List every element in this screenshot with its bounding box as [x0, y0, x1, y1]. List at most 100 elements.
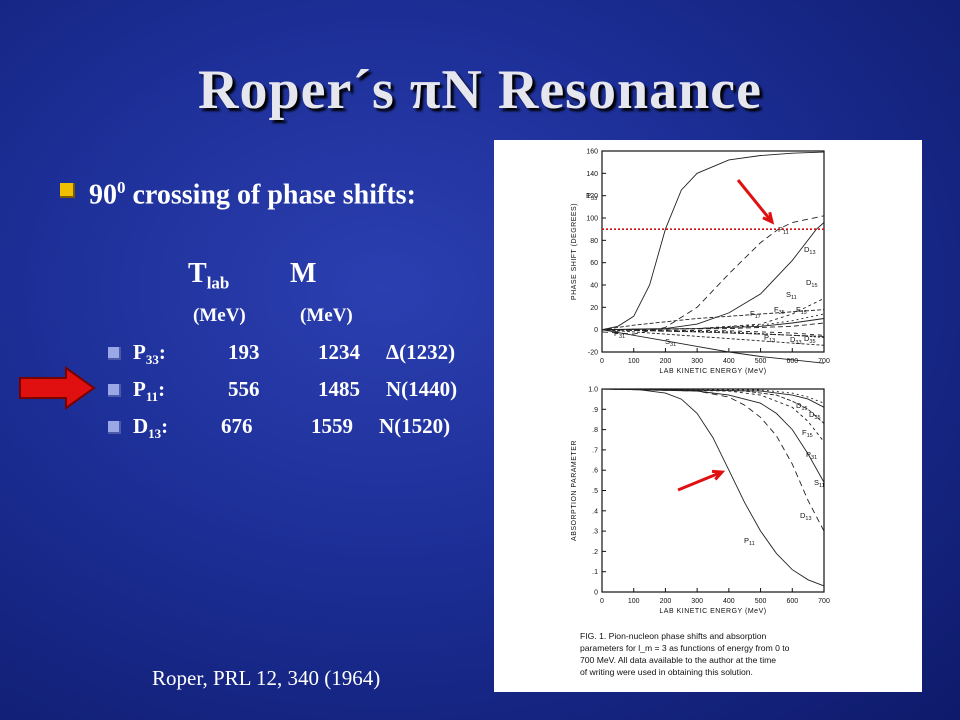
- y-tick-label: 0: [594, 327, 598, 334]
- series-line-d35: [601, 388, 825, 408]
- y-tick-label: .8: [592, 427, 598, 434]
- plot-frame: [601, 150, 825, 353]
- citation: Roper, PRL 12, 340 (1964): [152, 666, 381, 690]
- series-label-f15: F15: [802, 428, 813, 439]
- series-line-f15: [601, 313, 825, 331]
- series-label-p11: P11: [778, 225, 789, 236]
- x-tick-label: 500: [755, 358, 767, 365]
- x-tick-label: 300: [691, 598, 703, 605]
- series-line-d13: [601, 388, 825, 532]
- mass-value: 1234: [318, 340, 360, 364]
- unit-m: (MeV): [300, 305, 353, 326]
- series-line-f35: [601, 318, 825, 331]
- series-label-f15: F15: [796, 305, 807, 316]
- series-label-d13: D13: [804, 245, 816, 256]
- unit-t: (MeV): [193, 305, 246, 326]
- red-arrow-icon: [736, 179, 774, 223]
- figure-svg: 0 100 200 300 400 500 600 700-20020406080100120…: [571, 149, 830, 678]
- table-row: P33: 193 1234 Δ(1232): [108, 340, 455, 368]
- figure-caption-line: parameters for l_m = 3 as functions of e…: [580, 643, 790, 653]
- y-tick-label: .4: [592, 508, 598, 515]
- state-value: N(1440): [386, 377, 458, 401]
- series-label-p33: P33: [586, 191, 597, 202]
- tlab-value: 676: [221, 414, 253, 438]
- x-tick-label: 400: [723, 598, 735, 605]
- mass-value: 1559: [311, 414, 353, 438]
- y-tick-label: 1.0: [588, 387, 598, 394]
- x-tick-label: 600: [786, 598, 798, 605]
- series-label-d35: D35: [804, 334, 816, 345]
- series-line-s11: [601, 309, 825, 331]
- x-tick-label: 700: [818, 358, 830, 365]
- table-row: P11: 556 1485 N(1440): [108, 377, 457, 405]
- y-axis-label: PHASE SHIFT (DEGREES): [571, 203, 578, 300]
- series-label-d15: D15: [806, 278, 818, 289]
- bullet-list: 900 crossing of phase shifts:: [60, 172, 480, 211]
- series-line-s31: [601, 329, 825, 364]
- series-line-p31: [601, 329, 825, 346]
- x-tick-label: 0: [600, 358, 604, 365]
- bullet-square-icon: [60, 183, 75, 198]
- y-tick-label: .2: [592, 549, 598, 556]
- bullet-square-icon: [108, 347, 121, 360]
- tlab-value: 193: [228, 340, 260, 364]
- x-tick-label: 300: [691, 358, 703, 365]
- table-units: (MeV) (MeV): [193, 305, 353, 327]
- y-tick-label: 100: [586, 216, 598, 223]
- slide-title: Roper´s πN Resonance: [198, 59, 762, 121]
- state-value: Δ(1232): [386, 340, 456, 364]
- y-tick-label: 160: [586, 149, 598, 156]
- y-tick-label: .1: [592, 569, 598, 576]
- series-label-p31: P31: [806, 450, 817, 461]
- y-tick-label: 80: [590, 238, 598, 245]
- y-tick-label: .5: [592, 488, 598, 495]
- series-line-s11: [601, 388, 825, 483]
- series-line-d15: [601, 297, 825, 331]
- state-value: N(1520): [379, 414, 451, 438]
- figure-caption-line: of writing were used in obtaining this s…: [580, 667, 753, 677]
- bullet-square-icon: [108, 384, 121, 397]
- series-line-p11: [601, 215, 825, 335]
- series-label-d15: D15: [796, 401, 808, 412]
- x-axis-label: LAB KINETIC ENERGY (MeV): [659, 368, 766, 375]
- wave-label: D13:: [133, 414, 169, 442]
- series-label-d35: D35: [809, 410, 821, 421]
- x-tick-label: 200: [660, 358, 672, 365]
- y-tick-label: .3: [592, 529, 598, 536]
- series-label-d33: D33: [790, 335, 802, 346]
- y-axis-label: ABSORPTION PARAMETER: [571, 440, 578, 541]
- series-label-f35: F35: [774, 305, 785, 316]
- x-axis-label: LAB KINETIC ENERGY (MeV): [659, 608, 766, 615]
- series-line-p33: [601, 151, 825, 331]
- x-tick-label: 700: [818, 598, 830, 605]
- series-label-p13: P13: [764, 333, 775, 344]
- bullet-square-icon: [108, 421, 121, 434]
- y-tick-label: 120: [586, 193, 598, 200]
- x-tick-label: 600: [786, 358, 798, 365]
- y-tick-label: .9: [592, 407, 598, 414]
- series-line-p31: [601, 388, 825, 443]
- x-tick-label: 500: [755, 598, 767, 605]
- series-label-p11: P11: [744, 536, 755, 547]
- wave-label: P33:: [133, 340, 166, 368]
- col-m-header: M: [290, 258, 317, 289]
- wave-label: P11:: [133, 377, 166, 405]
- series-label-s11: S11: [814, 478, 825, 489]
- red-arrow-icon: [677, 470, 723, 492]
- red-block-arrow-icon: [19, 366, 96, 410]
- y-tick-label: .6: [592, 468, 598, 475]
- figure-caption-line: 700 MeV. All data available to the autho…: [580, 655, 776, 665]
- y-tick-label: 140: [586, 171, 598, 178]
- y-tick-label: 20: [590, 305, 598, 312]
- x-tick-label: 100: [628, 358, 640, 365]
- series-line-d15: [601, 388, 825, 404]
- series-label-s11: S11: [786, 290, 797, 301]
- x-tick-label: 400: [723, 358, 735, 365]
- y-tick-label: 0: [594, 590, 598, 597]
- y-tick-label: -20: [588, 350, 598, 357]
- series-label-d13: D13: [800, 511, 812, 522]
- y-tick-label: 60: [590, 260, 598, 267]
- red-arrow-icon-head: [762, 211, 775, 225]
- series-label-p31: P31: [614, 329, 625, 340]
